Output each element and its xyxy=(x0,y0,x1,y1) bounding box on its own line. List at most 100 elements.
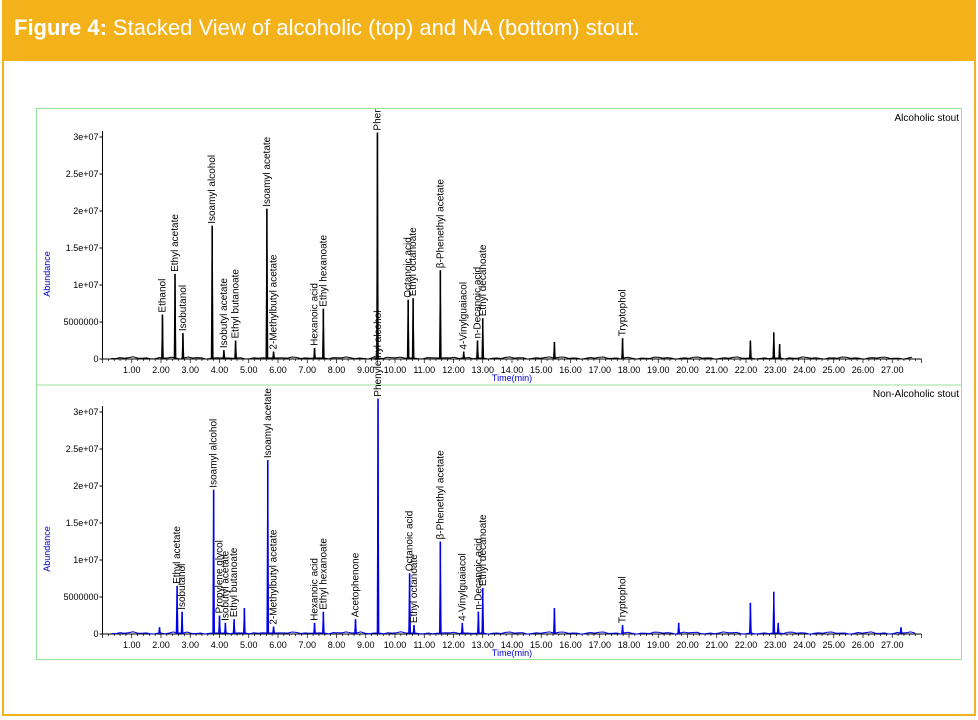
bottom-peak-label: Tryptophol xyxy=(618,576,629,623)
top-x-tick-label: 16.00 xyxy=(559,365,582,375)
chart-panel: Alcoholic stout Abundance 0 5000000 1e+07 1.5… xyxy=(36,108,962,660)
top-x-tick-label: 26.00 xyxy=(852,365,875,375)
top-trace-line xyxy=(111,132,913,360)
top-peak-label: Isoamyl acetate xyxy=(262,136,273,206)
top-x-tick-label: 24.00 xyxy=(793,365,816,375)
top-y-tick-label: 0 xyxy=(93,354,98,364)
bottom-x-tick-label: 4.00 xyxy=(211,640,229,650)
figure-caption: Stacked View of alcoholic (top) and NA (… xyxy=(112,15,640,40)
bottom-peak-label: 2-Methylbutyl acetate xyxy=(269,529,280,624)
bottom-x-tick-label: 7.00 xyxy=(298,640,316,650)
top-peak-label: Hexanoic acid xyxy=(310,283,321,346)
bottom-peak-label: Isobutanol xyxy=(177,564,188,610)
top-x-tick-label: 8.00 xyxy=(328,365,346,375)
top-x-tick-label: 12.00 xyxy=(442,365,465,375)
bottom-peak-label: Ethyl butanoate xyxy=(229,547,240,617)
top-x-tick-label: 13.00 xyxy=(471,365,494,375)
top-x-axis-label: Time(min) xyxy=(492,373,532,383)
bottom-x-tick-label: 20.00 xyxy=(676,640,699,650)
bottom-x-tick-label: 14.00 xyxy=(501,640,524,650)
bottom-y-tick-label: 2e+07 xyxy=(73,481,98,491)
bottom-x-tick-label: 5.00 xyxy=(240,640,258,650)
figure-header: Figure 4: Stacked View of alcoholic (top)… xyxy=(4,2,974,61)
top-chart: Alcoholic stout Abundance 0 5000000 1e+07 1.5… xyxy=(42,109,959,383)
bottom-x-tick-label: 6.00 xyxy=(269,640,287,650)
bottom-y-tick-label: 2.5e+07 xyxy=(66,444,99,454)
bottom-x-tick-label: 27.00 xyxy=(881,640,904,650)
top-y-tick-label: 1.5e+07 xyxy=(66,243,99,253)
bottom-x-tick-label: 19.00 xyxy=(647,640,670,650)
bottom-y-tick-label: 3e+07 xyxy=(73,407,98,417)
top-x-tick-label: 7.00 xyxy=(298,365,316,375)
top-x-tick-label: 11.00 xyxy=(413,365,435,375)
top-peak-label: Ethyl butanoate xyxy=(231,269,242,339)
bottom-x-tick-label: 3.00 xyxy=(181,640,199,650)
bottom-x-tick-label: 1.00 xyxy=(123,640,141,650)
top-x-tick-label: 14.00 xyxy=(501,365,524,375)
top-peak-label: 2-Methylbutyl acetate xyxy=(269,254,280,349)
figure-title: Figure 4: Stacked View of alcoholic (top)… xyxy=(14,15,640,41)
bottom-x-tick-label: 17.00 xyxy=(588,640,611,650)
figure-label: Figure 4: xyxy=(14,15,107,40)
bottom-x-tick-label: 9.00 xyxy=(357,640,375,650)
top-x-tick-label: 6.00 xyxy=(269,365,287,375)
top-x-tick-label: 15.00 xyxy=(530,365,553,375)
bottom-x-tick-label: 10.00 xyxy=(384,640,407,650)
top-peak-label: 4-Vinylguaiacol xyxy=(459,282,470,350)
top-peak-label: Tryptophol xyxy=(618,289,629,336)
bottom-peak-label: 4-Vinylguaiacol xyxy=(457,553,468,621)
top-x-tick-label: 22.00 xyxy=(735,365,758,375)
top-peak-label: Ethyl acetate xyxy=(170,214,181,272)
bottom-chart: Non-Alcoholic stout Abundance 0 5000000 1e+0… xyxy=(42,311,959,658)
bottom-peak-label: n-Decanoic acid xyxy=(473,538,484,610)
bottom-y-tick-label: 0 xyxy=(93,629,98,639)
top-peak-label: Ethanol xyxy=(158,279,169,313)
top-y-tick-label: 2e+07 xyxy=(73,206,98,216)
top-peak-label: β-Phenethyl acetate xyxy=(435,179,446,269)
bottom-peak-label: Isoamyl acetate xyxy=(263,388,274,458)
bottom-peak-label: Ethyl hexanoate xyxy=(318,538,329,610)
bottom-y-axis-label: Abundance xyxy=(42,526,52,572)
top-peak-label: Isobutyl acetate xyxy=(219,278,230,348)
top-x-tick-label: 9.00 xyxy=(357,365,375,375)
bottom-x-tick-label: 12.00 xyxy=(442,640,465,650)
bottom-peak-label: Hexanoic acid xyxy=(310,558,321,621)
top-x-tick-label: 10.00 xyxy=(384,365,407,375)
top-peak-label: Ethyl hexanoate xyxy=(318,235,329,307)
bottom-y-tick-label: 5000000 xyxy=(63,592,98,602)
bottom-y-tick-label: 1e+07 xyxy=(73,555,98,565)
top-x-tick-label: 2.00 xyxy=(152,365,170,375)
bottom-peak-label: Acetophenone xyxy=(351,552,362,617)
top-y-tick-label: 1e+07 xyxy=(73,280,98,290)
bottom-x-tick-label: 22.00 xyxy=(735,640,758,650)
bottom-chart-title: Non-Alcoholic stout xyxy=(873,389,959,400)
bottom-x-tick-label: 24.00 xyxy=(793,640,816,650)
top-peak-label: Isobutanol xyxy=(178,285,189,331)
top-x-tick-label: 1.00 xyxy=(123,365,141,375)
top-peak-label: Isoamyl alcohol xyxy=(207,155,218,224)
stacked-chromatograms: Alcoholic stout Abundance 0 5000000 1e+07 1.5… xyxy=(37,109,961,658)
bottom-peak-label: Ethyl acetate xyxy=(172,526,183,584)
bottom-peak-label: Isobutyl acetate xyxy=(220,550,231,620)
top-peak-label: Ethyl octanoate xyxy=(408,227,419,296)
bottom-x-tick-label: 15.00 xyxy=(530,640,553,650)
top-peak-label: Phenylethyl alcohol xyxy=(372,109,383,131)
top-x-tick-label: 20.00 xyxy=(676,365,699,375)
bottom-x-tick-label: 11.00 xyxy=(413,640,435,650)
bottom-x-tick-label: 2.00 xyxy=(152,640,170,650)
bottom-x-tick-label: 16.00 xyxy=(559,640,582,650)
top-y-tick-label: 5000000 xyxy=(63,317,98,327)
top-x-tick-label: 23.00 xyxy=(764,365,787,375)
bottom-peak-label: Ethyl octanoate xyxy=(409,554,420,623)
top-x-tick-label: 17.00 xyxy=(588,365,611,375)
top-x-tick-label: 5.00 xyxy=(240,365,258,375)
bottom-x-tick-label: 18.00 xyxy=(618,640,641,650)
bottom-x-tick-label: 25.00 xyxy=(822,640,845,650)
top-x-tick-label: 18.00 xyxy=(618,365,641,375)
bottom-x-tick-label: 21.00 xyxy=(705,640,728,650)
bottom-x-tick-label: 13.00 xyxy=(471,640,494,650)
bottom-peak-label: Octanoic acid xyxy=(405,511,416,572)
top-peak-label: Octanoic acid xyxy=(403,237,414,298)
bottom-x-tick-label: 8.00 xyxy=(328,640,346,650)
